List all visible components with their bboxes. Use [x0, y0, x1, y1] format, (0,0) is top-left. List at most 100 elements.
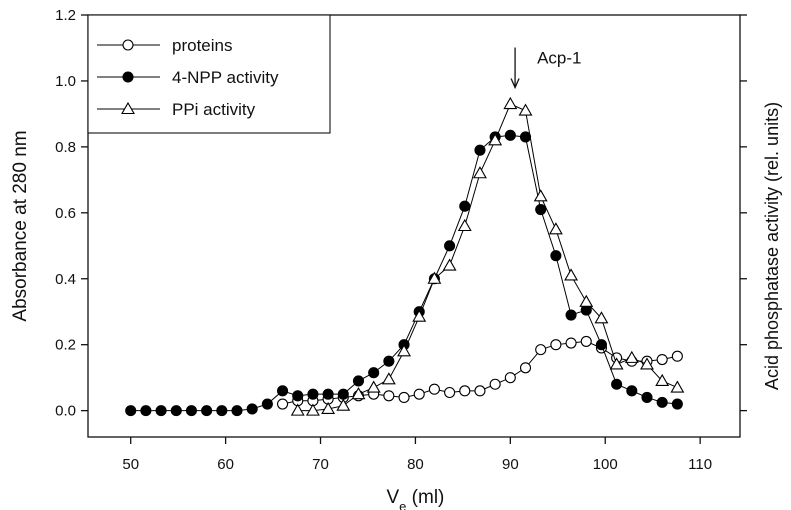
- marker: [155, 405, 167, 417]
- y-tick-label: 0.6: [55, 205, 76, 222]
- marker: [170, 405, 182, 417]
- y-axis-label: Absorbance at 280 nm: [10, 130, 31, 321]
- marker: [336, 398, 351, 411]
- marker: [277, 385, 289, 397]
- marker: [671, 350, 683, 362]
- annotation-arrowhead: [510, 78, 520, 90]
- marker: [413, 388, 425, 400]
- marker: [611, 378, 623, 390]
- marker: [337, 388, 349, 400]
- marker: [474, 385, 486, 397]
- marker: [519, 131, 532, 143]
- marker: [444, 240, 456, 252]
- marker: [488, 133, 503, 146]
- marker: [624, 350, 639, 363]
- annotation: Acp-1: [537, 49, 581, 68]
- marker: [352, 375, 365, 387]
- marker: [381, 372, 396, 385]
- marker: [535, 203, 547, 216]
- x-axis-label: Ve (ml): [386, 487, 444, 510]
- marker: [580, 335, 592, 347]
- marker: [459, 385, 471, 397]
- y-tick-label: 0.2: [55, 337, 76, 354]
- marker: [671, 398, 683, 410]
- marker: [366, 380, 381, 393]
- marker: [626, 385, 638, 397]
- marker: [322, 388, 334, 400]
- marker: [397, 344, 411, 357]
- x-tick-label: 110: [688, 456, 712, 473]
- marker: [261, 398, 273, 410]
- marker: [292, 390, 304, 402]
- marker: [595, 339, 607, 351]
- marker: [277, 398, 289, 410]
- marker: [473, 166, 487, 179]
- marker: [121, 101, 135, 115]
- legend-label: proteins: [172, 36, 232, 55]
- x-tick-label: 70: [312, 456, 329, 473]
- x-tick-label: 90: [502, 456, 519, 473]
- marker: [594, 311, 609, 324]
- marker: [231, 405, 243, 417]
- y2-axis-label: Acid phosphatase activity (rel. units): [762, 102, 782, 390]
- marker: [535, 344, 547, 356]
- marker: [321, 401, 336, 415]
- marker: [125, 405, 137, 417]
- marker: [398, 391, 410, 403]
- marker: [503, 96, 518, 110]
- x-axis-label-part: (ml): [406, 487, 444, 508]
- marker: [550, 250, 562, 262]
- x-tick-label: 60: [217, 456, 234, 473]
- marker: [518, 103, 533, 116]
- marker: [670, 380, 685, 393]
- y-tick-label: 0.4: [55, 271, 76, 288]
- marker: [305, 403, 320, 416]
- marker: [290, 403, 305, 416]
- x-axis-label-part: e: [399, 499, 406, 510]
- marker: [442, 258, 457, 271]
- x-tick-label: 50: [122, 456, 139, 473]
- marker: [489, 378, 501, 390]
- marker: [185, 405, 197, 417]
- y-tick-label: 0.8: [55, 139, 76, 156]
- marker: [656, 396, 668, 408]
- marker: [428, 383, 440, 395]
- marker: [383, 390, 395, 402]
- marker: [519, 362, 532, 374]
- marker: [216, 405, 228, 417]
- marker: [565, 309, 577, 321]
- x-tick-label: 100: [593, 456, 618, 473]
- series-line: [130, 134, 678, 412]
- legend-label: 4-NPP activity: [172, 68, 279, 87]
- marker: [641, 391, 653, 403]
- marker: [140, 405, 152, 417]
- x-axis-label-part: V: [386, 487, 399, 508]
- plot-frame: [87, 14, 741, 438]
- marker: [368, 367, 380, 379]
- marker: [412, 309, 427, 322]
- marker: [504, 372, 516, 384]
- marker: [565, 337, 577, 349]
- marker: [383, 355, 395, 367]
- y-tick-label: 0.0: [55, 403, 76, 420]
- marker: [122, 39, 134, 51]
- x-tick-label: 80: [407, 456, 424, 473]
- marker: [609, 357, 624, 370]
- y-tick-label: 1.0: [55, 73, 76, 90]
- marker: [201, 405, 213, 417]
- marker: [351, 387, 366, 400]
- legend-label: PPi activity: [172, 100, 256, 119]
- marker: [246, 403, 258, 415]
- marker: [550, 339, 562, 351]
- marker: [640, 357, 654, 370]
- marker: [122, 71, 134, 83]
- marker: [504, 129, 516, 141]
- marker: [548, 222, 563, 235]
- y-tick-label: 1.2: [55, 7, 76, 24]
- marker: [564, 268, 579, 281]
- marker: [444, 386, 456, 399]
- marker: [307, 388, 319, 400]
- marker: [579, 294, 594, 307]
- marker: [457, 218, 472, 232]
